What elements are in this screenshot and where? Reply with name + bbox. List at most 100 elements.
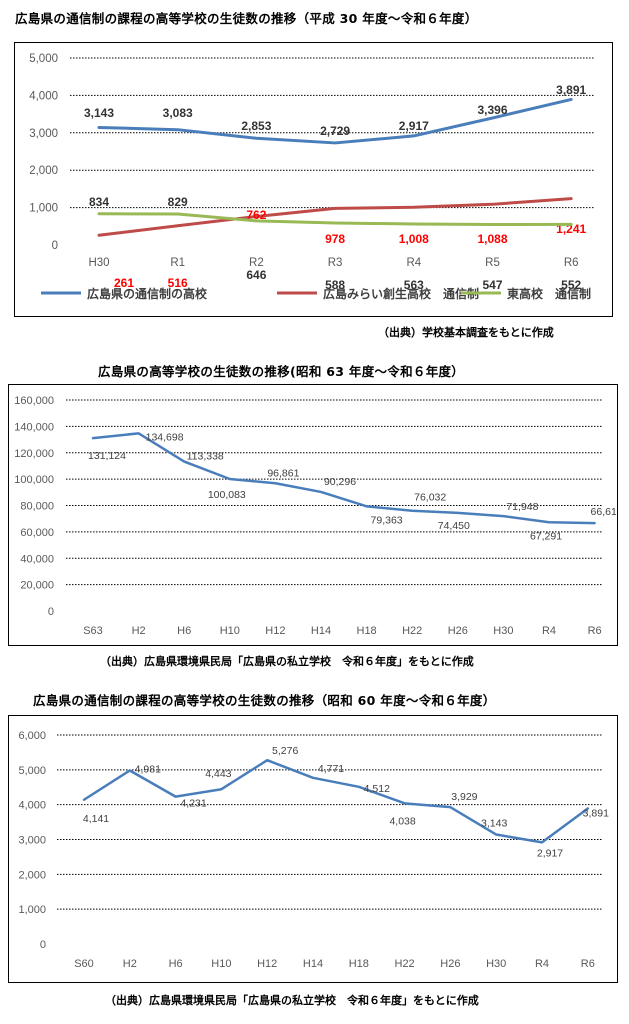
undefined-y-tick-label: 20,000 <box>20 580 54 592</box>
undefined-data-label: 4,038 <box>389 815 415 827</box>
undefined-y-tick-label: 100,000 <box>14 474 54 486</box>
undefined-data-label: 978 <box>325 232 345 246</box>
undefined-y-tick-label: 4,000 <box>29 90 58 102</box>
undefined-data-label: 834 <box>89 195 109 209</box>
undefined-data-label: 74,450 <box>438 520 470 532</box>
undefined-data-label: 1,088 <box>477 232 507 246</box>
undefined-data-label: 646 <box>246 268 266 282</box>
undefined-data-label: 3,891 <box>556 83 586 97</box>
undefined-data-label: 3,929 <box>451 791 477 803</box>
undefined-data-label: 71,948 <box>506 501 538 513</box>
undefined-data-label: 67,291 <box>530 530 562 542</box>
undefined-data-label: 4,771 <box>318 763 344 775</box>
undefined-data-label: 4,231 <box>180 798 206 810</box>
chart2-source: （出典）広島県環境県民局「広島県の私立学校 令和６年度」をもとに作成 <box>100 655 474 668</box>
chart2-svg: 0 20,000 40,000 60,000 80,000 100,000 120,000 1… <box>14 395 616 637</box>
undefined-y-tick-label: 2,000 <box>29 165 58 177</box>
undefined-y-tick-label: 60,000 <box>20 527 54 539</box>
undefined-data-label: 4,141 <box>83 813 109 825</box>
undefined-data-label: 134,698 <box>146 431 184 443</box>
chart2-frame: 0 20,000 40,000 60,000 80,000 100,000 120,000 1… <box>8 384 618 646</box>
undefined-data-label: 3,891 <box>583 807 609 819</box>
undefined-data-label: 96,861 <box>267 467 299 479</box>
chart1-legend-label: 東高校 通信制 <box>507 286 591 301</box>
undefined-data-label: 762 <box>246 208 266 222</box>
chart1-svg: 0 1,000 2,000 3,000 4,000 5,000 H30 R1 R2 R3 R4 R5 R… <box>29 53 595 301</box>
undefined-y-tick-label: 80,000 <box>20 501 54 513</box>
undefined-series-line <box>91 432 596 525</box>
undefined-x-tick-label: H30 <box>88 257 109 269</box>
undefined-x-tick-label: R6 <box>588 625 602 637</box>
undefined-data-label: 4,981 <box>135 763 161 775</box>
undefined-y-tick-label: 0 <box>52 240 58 252</box>
undefined-y-tick-label: 5,000 <box>29 53 58 65</box>
undefined-x-tick-label: R1 <box>170 257 185 269</box>
undefined-x-tick-label: H14 <box>311 625 331 637</box>
undefined-x-tick-label: H22 <box>402 625 422 637</box>
chart1-frame: 0 1,000 2,000 3,000 4,000 5,000 H30 R1 R2 R3 R4 R5 R… <box>14 42 613 317</box>
undefined-data-label: 79,363 <box>371 514 403 526</box>
undefined-y-tick-label: 160,000 <box>14 395 54 407</box>
undefined-data-label: 90,296 <box>324 476 356 488</box>
undefined-x-tick-label: H10 <box>211 958 231 970</box>
undefined-x-tick-label: H2 <box>132 625 146 637</box>
undefined-data-label: 1,008 <box>399 232 429 246</box>
undefined-y-tick-label: 40,000 <box>20 553 54 565</box>
undefined-data-label: 261 <box>114 276 134 290</box>
undefined-data-label: 3,143 <box>84 106 114 120</box>
undefined-x-tick-label: R6 <box>581 958 595 970</box>
undefined-data-label: 552 <box>561 278 581 292</box>
undefined-data-label: 5,276 <box>272 745 298 757</box>
undefined-data-label: 4,512 <box>364 783 390 795</box>
undefined-x-tick-label: R5 <box>485 257 500 269</box>
undefined-data-label: 2,917 <box>399 119 429 133</box>
undefined-series-line <box>97 97 573 145</box>
undefined-y-tick-label: 5,000 <box>18 765 46 777</box>
undefined-x-tick-label: R3 <box>328 257 343 269</box>
chart3-svg: 0 1,000 2,000 3,000 4,000 5,000 6,000 S60 H2 H6 H1… <box>18 730 609 970</box>
undefined-series-line <box>97 197 573 237</box>
undefined-y-tick-label: 3,000 <box>29 128 58 140</box>
undefined-y-tick-label: 2,000 <box>18 869 46 881</box>
undefined-x-tick-label: R2 <box>249 257 264 269</box>
undefined-x-tick-label: S63 <box>83 625 103 637</box>
undefined-data-label: 2,853 <box>241 119 271 133</box>
chart1-legend-label: 広島みらい創生高校 通信制 <box>323 286 479 301</box>
undefined-x-tick-label: R4 <box>535 958 549 970</box>
undefined-data-label: 3,396 <box>477 103 507 117</box>
undefined-data-label: 76,032 <box>414 492 446 504</box>
undefined-data-label: 4,443 <box>205 768 231 780</box>
undefined-y-tick-label: 140,000 <box>14 421 54 433</box>
undefined-series-line <box>97 212 573 227</box>
undefined-x-tick-label: S60 <box>74 958 94 970</box>
chart3-source: （出典）広島県環境県民局「広島県の私立学校 令和６年度」をもとに作成 <box>105 994 479 1007</box>
undefined-x-tick-label: H18 <box>349 958 369 970</box>
undefined-data-label: 66,610 <box>591 506 616 518</box>
undefined-data-label: 516 <box>168 276 188 290</box>
undefined-x-tick-label: H30 <box>486 958 506 970</box>
chart1-legend-label: 広島県の通信制の高校 <box>87 286 208 301</box>
undefined-x-tick-label: H12 <box>265 625 285 637</box>
undefined-data-label: 2,729 <box>320 124 350 138</box>
chart1-title: 広島県の通信制の課程の高等学校の生徒数の推移（平成 30 年度～令和６年度） <box>15 11 478 26</box>
undefined-data-label: 588 <box>325 278 345 292</box>
undefined-x-tick-label: H18 <box>357 625 377 637</box>
undefined-y-tick-label: 1,000 <box>18 904 46 916</box>
undefined-data-label: 100,083 <box>208 489 246 501</box>
undefined-y-tick-label: 3,000 <box>18 835 46 847</box>
undefined-data-label: 2,917 <box>537 847 563 859</box>
undefined-series-line <box>82 758 590 844</box>
chart2-title: 広島県の高等学校の生徒数の推移(昭和 63 年度～令和６年度） <box>98 364 465 379</box>
undefined-data-label: 3,083 <box>163 106 193 120</box>
undefined-data-label: 113,338 <box>187 451 224 463</box>
undefined-x-tick-label: H6 <box>169 958 183 970</box>
chart3-frame: 0 1,000 2,000 3,000 4,000 5,000 6,000 S60 H2 H6 H1… <box>8 715 618 983</box>
chart3-title: 広島県の通信制の課程の高等学校の生徒数の推移（昭和 60 年度～令和６年度） <box>33 693 496 708</box>
undefined-data-label: 131,124 <box>88 450 126 462</box>
undefined-x-tick-label: H30 <box>493 625 513 637</box>
undefined-data-label: 547 <box>482 278 502 292</box>
undefined-data-label: 3,143 <box>481 818 507 830</box>
undefined-y-tick-label: 0 <box>48 606 54 618</box>
undefined-x-tick-label: H6 <box>177 625 191 637</box>
undefined-x-tick-label: H14 <box>303 958 323 970</box>
